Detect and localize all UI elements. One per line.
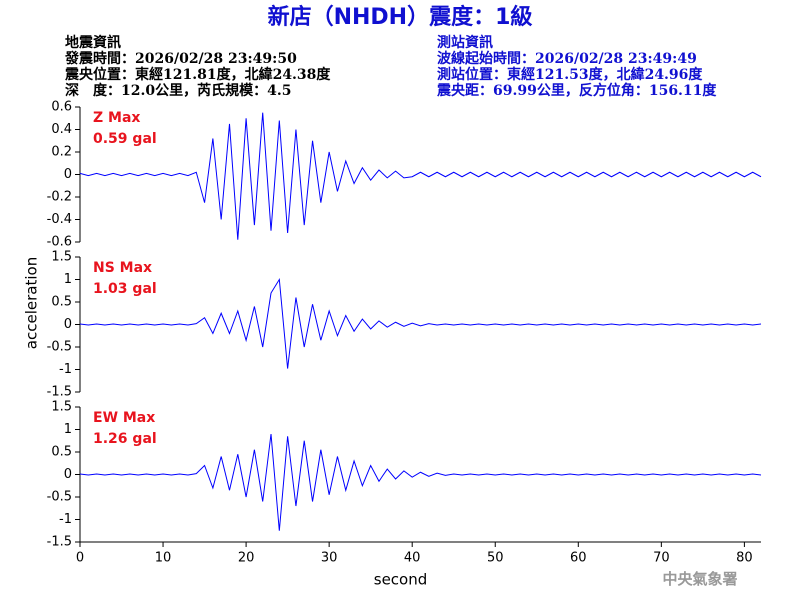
y-tick-label: 0 bbox=[64, 467, 72, 482]
header-left: 震央位置：東經121.81度，北緯24.38度 bbox=[64, 66, 331, 83]
x-tick-label: 80 bbox=[736, 551, 753, 566]
watermark: 中央氣象署 bbox=[662, 570, 737, 588]
y-tick-label: 0 bbox=[64, 167, 72, 182]
x-tick-label: 20 bbox=[238, 551, 255, 566]
y-tick-label: 0.5 bbox=[51, 445, 72, 460]
y-tick-label: 1.5 bbox=[51, 400, 72, 415]
waveform bbox=[79, 277, 762, 369]
x-tick-label: 60 bbox=[570, 551, 587, 566]
y-tick-label: -0.5 bbox=[47, 340, 72, 355]
y-tick-label: -0.6 bbox=[47, 235, 72, 250]
y-tick-label: -1.5 bbox=[47, 535, 72, 550]
header-right: 波線起始時間：2026/02/28 23:49:49 bbox=[437, 50, 697, 67]
annotation: 0.59 gal bbox=[93, 131, 157, 147]
header-left: 發震時間：2026/02/28 23:49:50 bbox=[64, 50, 297, 67]
annotation: 1.03 gal bbox=[93, 281, 157, 297]
y-tick-label: -1 bbox=[59, 362, 72, 377]
annotation: 1.26 gal bbox=[93, 431, 157, 447]
header-right: 震央距：69.99公里，反方位角：156.11度 bbox=[436, 82, 717, 99]
y-tick-label: -0.5 bbox=[47, 490, 72, 505]
x-tick-label: 10 bbox=[155, 551, 172, 566]
header-left: 地震資訊 bbox=[65, 34, 121, 51]
annotation: EW Max bbox=[93, 410, 155, 426]
y-tick-label: 1 bbox=[64, 272, 72, 287]
y-tick-label: -0.4 bbox=[47, 212, 72, 227]
y-tick-label: 0.2 bbox=[51, 145, 72, 160]
header-right: 測站位置：東經121.53度，北緯24.96度 bbox=[437, 66, 703, 83]
y-axis-label: acceleration bbox=[23, 257, 41, 349]
y-tick-label: 0.4 bbox=[51, 122, 72, 137]
x-axis-label: second bbox=[374, 571, 428, 589]
y-tick-label: 0.5 bbox=[51, 295, 72, 310]
header-right: 測站資訊 bbox=[437, 34, 493, 51]
y-tick-label: 0.6 bbox=[51, 100, 72, 115]
x-tick-label: 70 bbox=[653, 551, 670, 566]
x-tick-label: 0 bbox=[76, 551, 84, 566]
x-tick-label: 50 bbox=[487, 551, 504, 566]
annotation: NS Max bbox=[93, 260, 152, 276]
x-tick-label: 30 bbox=[321, 551, 338, 566]
y-tick-label: 1 bbox=[64, 422, 72, 437]
header-left: 深 度：12.0公里，芮氏規模：4.5 bbox=[65, 82, 291, 99]
y-tick-label: 0 bbox=[64, 317, 72, 332]
y-tick-label: -1.5 bbox=[47, 385, 72, 400]
x-tick-label: 40 bbox=[404, 551, 421, 566]
y-tick-label: 1.5 bbox=[51, 250, 72, 265]
annotation: Z Max bbox=[93, 110, 140, 126]
y-tick-label: -0.2 bbox=[47, 190, 72, 205]
waveform bbox=[79, 112, 762, 240]
y-tick-label: -1 bbox=[59, 512, 72, 527]
chart-title: 新店（NHDH）震度：1級 bbox=[268, 4, 533, 30]
waveform bbox=[79, 433, 762, 531]
